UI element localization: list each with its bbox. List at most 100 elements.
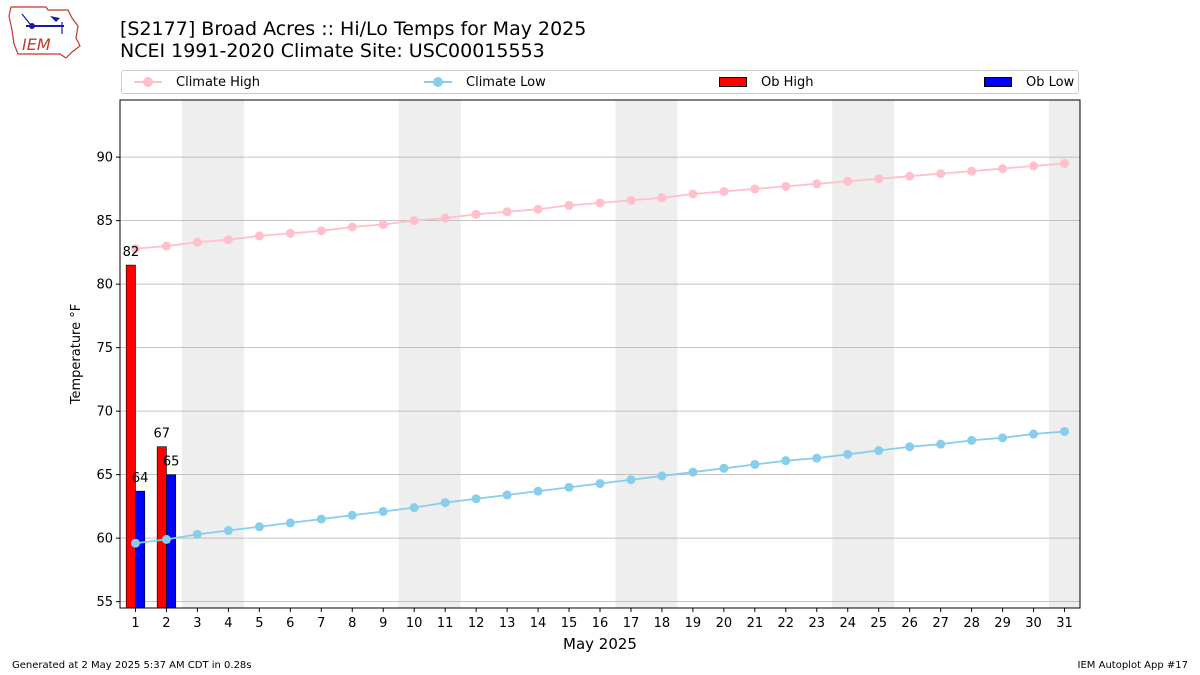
x-tick-label-3: 3: [193, 616, 201, 631]
legend-swatch-ob-low: [984, 77, 1012, 87]
title-line-2: NCEI 1991-2020 Climate Site: USC00015553: [120, 40, 545, 62]
legend-item-ob-high: Ob High: [719, 71, 814, 93]
climate-low-point-day-3: [192, 529, 202, 539]
x-tick-label-6: 6: [286, 616, 294, 631]
climate-low-point-day-7: [316, 514, 326, 524]
climate-low-point-day-14: [533, 486, 543, 496]
weekend-band-4: [832, 100, 895, 608]
legend-swatch-climate-high: [134, 77, 162, 87]
x-tick-label-11: 11: [437, 616, 454, 631]
climate-high-point-day-13: [502, 207, 512, 217]
x-tick-label-9: 9: [379, 616, 387, 631]
climate-low-point-day-17: [626, 475, 636, 485]
climate-high-point-day-14: [533, 204, 543, 214]
climate-high-point-day-23: [812, 179, 822, 189]
x-tick-label-5: 5: [255, 616, 263, 631]
climate-low-point-day-6: [285, 518, 295, 528]
climate-low-point-day-26: [905, 442, 915, 452]
x-tick-label-27: 27: [932, 616, 949, 631]
climate-high-point-day-11: [440, 213, 450, 223]
ob-high-label-day-1: 82: [123, 245, 140, 260]
climate-high-point-day-17: [626, 195, 636, 205]
climate-high-point-day-21: [750, 184, 760, 194]
x-tick-label-23: 23: [809, 616, 826, 631]
x-tick-label-21: 21: [747, 616, 764, 631]
x-tick-label-10: 10: [406, 616, 423, 631]
climate-high-point-day-8: [347, 222, 357, 232]
logo-text: IEM: [22, 35, 51, 54]
ob-low-bar-day-1: [135, 490, 146, 609]
legend-label-climate-high: Climate High: [176, 74, 261, 90]
climate-high-point-day-7: [316, 226, 326, 236]
climate-high-point-day-3: [192, 237, 202, 247]
climate-low-point-day-8: [347, 510, 357, 520]
climate-low-point-day-20: [719, 463, 729, 473]
weekend-band-1: [181, 100, 244, 608]
climate-high-point-day-29: [998, 164, 1008, 174]
ob-high-bar-day-2: [156, 446, 167, 609]
y-tick-label-60: 60: [96, 532, 113, 547]
climate-high-point-day-20: [719, 186, 729, 196]
x-tick-label-14: 14: [530, 616, 547, 631]
climate-high-point-day-26: [905, 171, 915, 181]
climate-high-point-day-2: [161, 241, 171, 251]
climate-low-point-day-11: [440, 498, 450, 508]
climate-low-point-day-24: [843, 449, 853, 459]
y-tick-label-90: 90: [96, 151, 113, 166]
climate-low-point-day-5: [254, 522, 264, 532]
climate-low-point-day-31: [1060, 426, 1070, 436]
iem-logo: IEM: [8, 6, 81, 59]
x-tick-label-4: 4: [224, 616, 232, 631]
climate-low-point-day-16: [595, 479, 605, 489]
climate-low-point-day-15: [564, 482, 574, 492]
climate-high-point-day-9: [378, 219, 388, 229]
ob-low-label-day-1: 64: [132, 471, 149, 486]
x-tick-label-28: 28: [963, 616, 980, 631]
x-tick-label-31: 31: [1056, 616, 1073, 631]
climate-low-point-day-1: [130, 538, 140, 548]
climate-low-point-day-29: [998, 433, 1008, 443]
legend-item-climate-high: Climate High: [134, 71, 260, 93]
weekend-band-3: [615, 100, 678, 608]
climate-high-point-day-22: [781, 181, 791, 191]
climate-low-point-day-18: [657, 471, 667, 481]
legend-item-ob-low: Ob Low: [984, 71, 1074, 93]
climate-high-point-day-28: [967, 166, 977, 176]
climate-low-point-day-27: [936, 439, 946, 449]
x-tick-label-8: 8: [348, 616, 356, 631]
ob-high-bar-day-1: [125, 264, 136, 609]
x-tick-label-2: 2: [162, 616, 170, 631]
y-tick-label-85: 85: [96, 214, 113, 229]
climate-high-point-day-6: [285, 228, 295, 238]
x-tick-label-30: 30: [1025, 616, 1042, 631]
x-tick-label-24: 24: [839, 616, 856, 631]
x-tick-label-17: 17: [623, 616, 640, 631]
climate-high-point-day-25: [874, 174, 884, 184]
weekend-band-5: [1049, 100, 1080, 608]
footer-generated: Generated at 2 May 2025 5:37 AM CDT in 0…: [12, 660, 252, 671]
legend-swatch-ob-high: [719, 77, 747, 87]
climate-high-point-day-4: [223, 235, 233, 245]
climate-high-point-day-16: [595, 198, 605, 208]
y-tick-label-80: 80: [96, 278, 113, 293]
title-line-1: [S2177] Broad Acres :: Hi/Lo Temps for M…: [120, 18, 587, 40]
climate-low-point-day-30: [1029, 429, 1039, 439]
y-tick-label-70: 70: [96, 405, 113, 420]
climate-low-point-day-19: [688, 467, 698, 477]
climate-low-point-day-2: [161, 534, 171, 544]
climate-high-point-day-30: [1029, 161, 1039, 171]
climate-high-point-day-31: [1060, 159, 1070, 168]
x-axis-label: May 2025: [563, 635, 637, 653]
x-tick-label-15: 15: [561, 616, 578, 631]
climate-low-point-day-9: [378, 506, 388, 516]
climate-high-point-day-1: [130, 244, 140, 254]
x-tick-label-25: 25: [870, 616, 887, 631]
x-tick-label-18: 18: [654, 616, 671, 631]
footer-app: IEM Autoplot App #17: [1077, 660, 1188, 671]
legend-label-climate-low: Climate Low: [466, 74, 546, 90]
y-axis-label: Temperature °F: [69, 304, 84, 405]
climate-low-point-day-4: [223, 526, 233, 536]
legend-swatch-climate-low: [424, 77, 452, 87]
plot-frame: [119, 99, 1081, 609]
